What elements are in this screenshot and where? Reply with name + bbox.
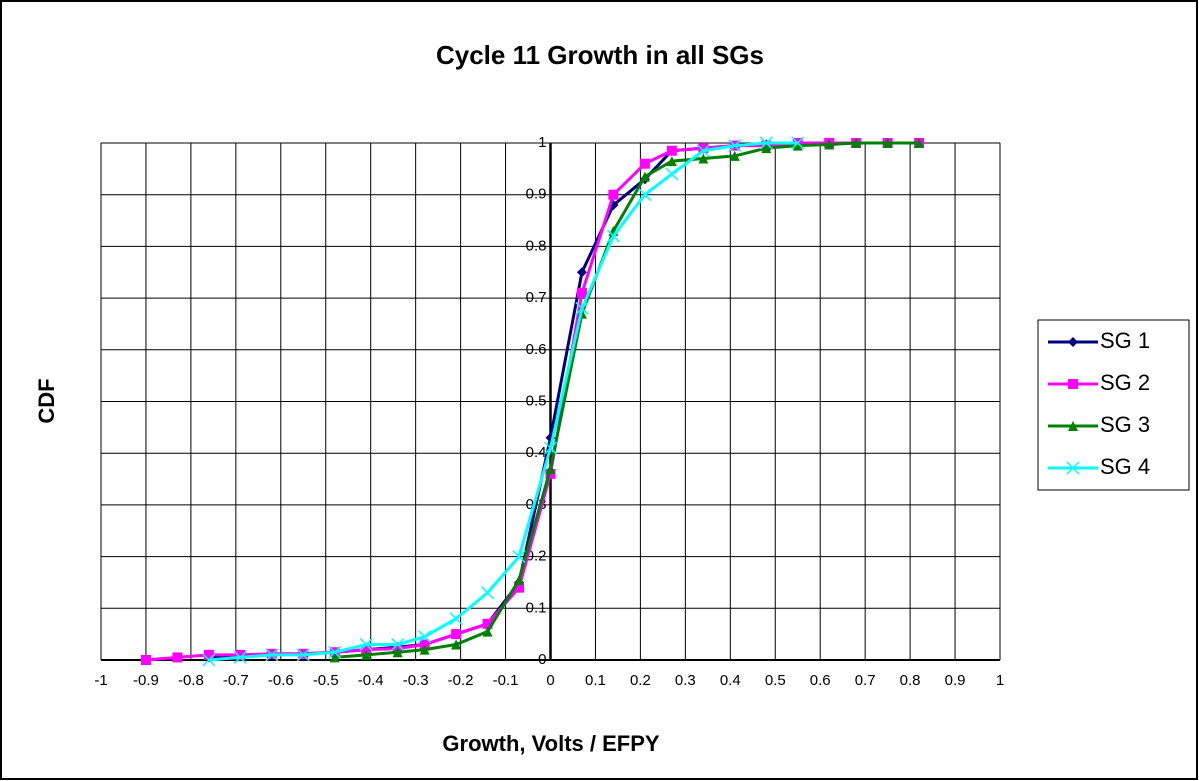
marker — [759, 136, 773, 150]
x-tick-label: -0.1 — [493, 672, 519, 689]
marker — [418, 630, 432, 644]
marker — [512, 550, 526, 564]
marker — [638, 188, 652, 202]
marker — [791, 136, 805, 150]
marker — [514, 582, 525, 593]
marker — [233, 650, 247, 664]
marker — [514, 574, 525, 585]
marker — [543, 441, 558, 455]
y-tick-label: 0.6 — [526, 341, 547, 358]
marker — [296, 648, 310, 662]
marker — [639, 158, 650, 169]
y-axis-label: CDF — [34, 378, 59, 423]
series-line — [334, 141, 920, 659]
marker — [696, 144, 710, 158]
marker — [882, 138, 893, 148]
y-tick-label: 0.5 — [526, 392, 547, 409]
marker — [481, 586, 495, 600]
marker — [172, 652, 183, 663]
marker — [698, 143, 709, 154]
marker — [265, 648, 279, 662]
x-tick-label: -0.4 — [358, 672, 384, 689]
y-tick-label: 0.7 — [526, 289, 547, 306]
x-tick-label: 0.6 — [810, 672, 831, 689]
marker — [329, 652, 340, 663]
marker — [665, 167, 679, 181]
series-line — [208, 141, 798, 662]
x-tick-label: 0.3 — [675, 672, 696, 689]
marker — [482, 618, 493, 629]
marker — [576, 267, 587, 278]
legend-label: SG 1 — [1100, 328, 1150, 353]
legend-label: SG 4 — [1100, 454, 1150, 479]
marker — [575, 301, 589, 315]
marker — [851, 138, 862, 148]
marker — [328, 645, 342, 659]
marker — [606, 229, 620, 243]
marker — [728, 139, 742, 153]
marker — [824, 139, 835, 150]
x-tick-label: -0.3 — [403, 672, 429, 689]
marker — [419, 639, 430, 650]
x-tick-label: -0.2 — [448, 672, 474, 689]
y-tick-label: 0.8 — [526, 237, 547, 254]
x-tick-label: 0.9 — [945, 672, 966, 689]
marker — [361, 644, 372, 655]
x-tick-label: 1 — [996, 672, 1004, 689]
marker — [576, 287, 587, 298]
marker — [140, 655, 151, 665]
marker — [391, 637, 405, 652]
legend-marker — [1068, 379, 1078, 389]
x-tick-label: 0.4 — [720, 672, 741, 689]
marker — [914, 138, 925, 148]
x-tick-label: 0 — [546, 672, 554, 689]
x-tick-label: -0.9 — [133, 672, 159, 689]
marker — [202, 653, 216, 667]
x-tick-label: 0.2 — [630, 672, 651, 689]
marker — [639, 171, 650, 182]
x-tick-label: 0.8 — [900, 672, 921, 689]
y-tick-label: 0.1 — [526, 599, 547, 616]
x-axis-label: Growth, Volts / EFPY — [442, 731, 659, 756]
legend-label: SG 2 — [1100, 370, 1150, 395]
x-tick-label: -0.5 — [313, 672, 339, 689]
y-tick-label: 0.2 — [526, 548, 547, 565]
marker — [761, 143, 772, 154]
chart-title: Cycle 11 Growth in all SGs — [436, 40, 764, 70]
y-tick-label: 0.4 — [526, 444, 547, 461]
x-tick-label: 0.5 — [765, 672, 786, 689]
legend-box — [1037, 319, 1190, 491]
x-tick-label: 0.7 — [855, 672, 876, 689]
legend-label: SG 3 — [1100, 412, 1150, 437]
x-tick-label: 0.1 — [585, 672, 606, 689]
marker — [451, 639, 462, 650]
marker — [545, 463, 556, 474]
marker — [482, 626, 493, 637]
legend-marker — [1068, 337, 1078, 347]
legend-marker — [1068, 421, 1078, 431]
marker — [235, 649, 246, 660]
marker — [608, 189, 619, 200]
marker — [451, 629, 462, 640]
x-tick-label: -0.6 — [268, 672, 294, 689]
marker — [666, 145, 677, 156]
legend-marker — [1066, 461, 1080, 475]
x-tick-label: -0.7 — [223, 672, 249, 689]
marker — [361, 649, 372, 660]
marker — [698, 153, 709, 164]
x-tick-label: -0.8 — [178, 672, 204, 689]
marker — [419, 644, 430, 655]
y-tick-label: 1 — [538, 134, 546, 151]
marker — [729, 150, 740, 161]
marker — [359, 637, 373, 652]
y-tick-label: 0.9 — [526, 186, 547, 203]
marker — [392, 647, 403, 658]
x-tick-label: -1 — [94, 672, 107, 689]
marker — [449, 612, 463, 626]
marker — [666, 156, 677, 167]
marker — [203, 649, 214, 660]
marker — [792, 140, 803, 151]
